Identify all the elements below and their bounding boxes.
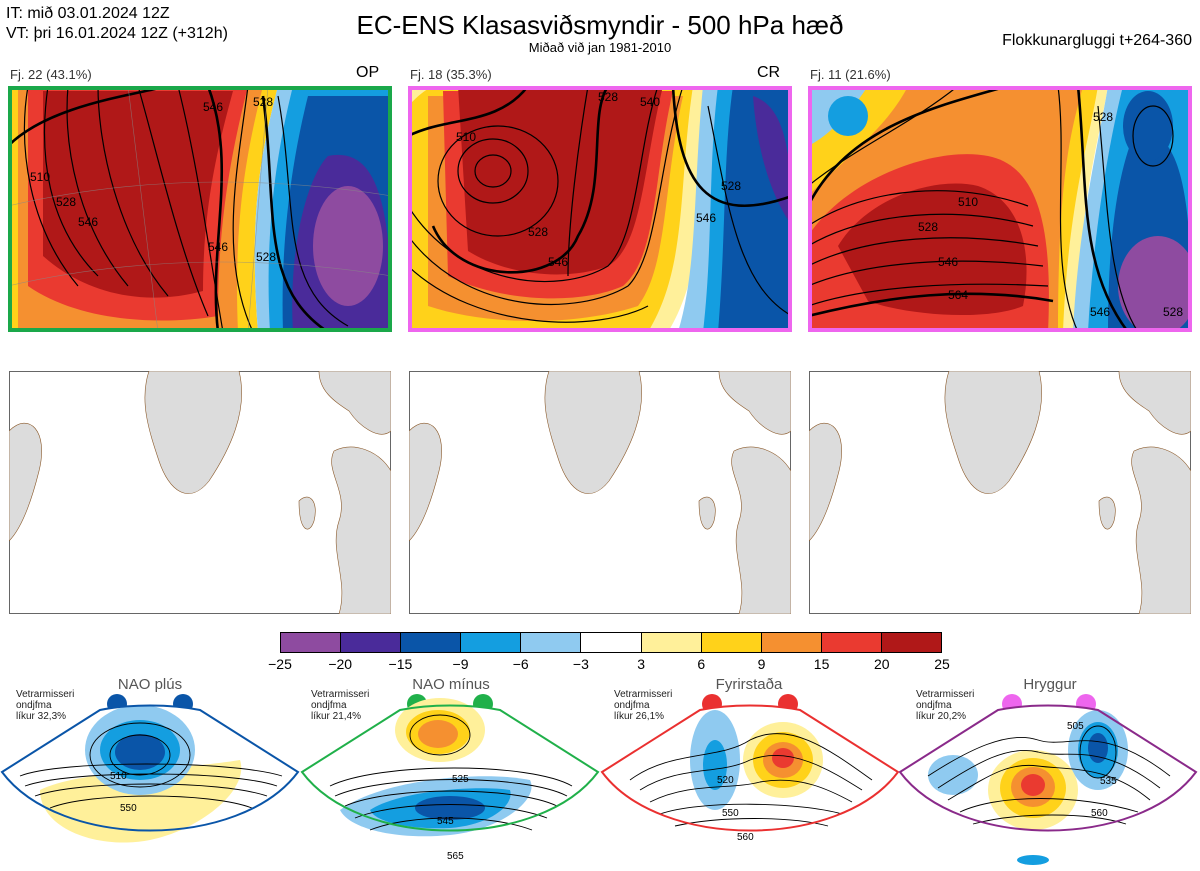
regime-3-contour: 520 [717,775,734,786]
colorbar-tick: −15 [388,656,413,672]
cluster-3-contour-g: 528 [1163,305,1183,319]
cluster-3-contour-e: 528 [1093,110,1113,124]
colorbar-tick: 9 [757,656,766,672]
regime-3-note: Vetrarmisseri ondjfma líkur 26,1% [614,689,673,722]
colorbar-tick: 3 [637,656,645,672]
colorbar-swatch [341,633,402,652]
colorbar-ticks: −25 −20 −15 −9 −6 −3 3 6 9 15 20 25 [268,656,950,674]
cluster-3-contour-c: 546 [938,255,958,269]
empty-map-3 [809,371,1191,614]
cluster-3-contour-a: 510 [958,195,978,209]
cluster-1-label: Fj. 22 (43.1%) [10,67,92,82]
colorbar-tick: −6 [512,656,529,672]
regime-4-title: Hryggur [1023,676,1077,693]
colorbar-swatch [521,633,582,652]
cluster-2-contour-d: 528 [721,179,741,193]
cluster-map-2: 510 528 546 528 546 528 540 [408,86,792,332]
colorbar-tick: −25 [268,656,292,672]
regime-3-title: Fyrirstaða [715,676,783,693]
cluster-1-contour-e: 528 [253,95,273,109]
colorbar-swatch [581,633,642,652]
cluster-1-contour-f: 546 [203,100,223,114]
cluster-3-label: Fj. 11 (21.6%) [810,67,891,82]
colorbar-swatch [821,633,882,652]
empty-map-2 [409,371,791,614]
cluster-1-tag: OP [356,64,380,81]
cluster-1-contour-a: 510 [30,170,50,184]
regime-map-nao-minus: 525 545 565 [300,694,600,862]
cluster-1-frame [8,86,392,332]
colorbar-swatch [881,633,942,652]
regime-2-contour: 565 [447,851,464,862]
cluster-1-contour-b: 528 [56,195,76,209]
cluster-2-contour-c: 546 [548,255,568,269]
colorbar-tick: −20 [328,656,353,672]
cluster-map-1: 510 528 546 546 528 546 528 [8,86,392,332]
valid-time: VT: þri 16.01.2024 12Z (+312h) [6,25,228,42]
cluster-2-label: Fj. 18 (35.3%) [410,67,492,82]
colorbar-swatch [701,633,762,652]
regime-map-blocking: 520 550 560 [600,694,900,843]
cluster-2-contour-f: 528 [528,225,548,239]
cluster-2-tag: CR [757,64,781,81]
colorbar [280,632,942,653]
header-info: IT: mið 03.01.2024 12Z VT: þri 16.01.202… [6,4,228,44]
regime-2-contour: 545 [437,816,454,827]
colorbar-tick: 15 [813,656,830,672]
regime-2-note: Vetrarmisseri ondjfma líkur 21,4% [311,689,370,722]
colorbar-swatch [761,633,822,652]
colorbar-swatch [281,633,342,652]
cluster-1-contour-c: 546 [78,215,98,229]
colorbar-tick: 6 [697,656,706,672]
cluster-1-contour-g: 528 [256,250,276,264]
page-subtitle: Miðað við jan 1981-2010 [528,40,672,55]
cluster-3-contour-f: 546 [1090,305,1110,319]
colorbar-swatch [401,633,462,652]
regime-2-title: NAO mínus [412,676,490,693]
initial-time: IT: mið 03.01.2024 12Z [6,5,170,22]
colorbar-tick: 20 [874,656,890,672]
regime-map-ridge: 505 535 560 [898,694,1198,865]
cluster-2-contour-a: 510 [456,130,476,144]
regime-4-contour: 560 [1091,808,1108,819]
regime-4-contour: 505 [1067,721,1084,732]
regime-1-contour: 510 [110,771,127,782]
cluster-2-frame [408,86,792,332]
cluster-3-contour-d: 564 [948,288,968,302]
empty-map-1 [9,371,391,614]
colorbar-swatch [641,633,702,652]
colorbar-tick: −9 [452,656,469,672]
page-title: EC-ENS Klasasviðsmyndir - 500 hPa hæð [356,10,844,40]
cluster-1-contour-d: 546 [208,240,228,254]
cluster-2-contour-b: 528 [598,90,618,104]
colorbar-swatch [461,633,522,652]
cluster-2-contour-e: 546 [696,211,716,225]
regime-4-note: Vetrarmisseri ondjfma líkur 20,2% [916,689,975,722]
colorbar-tick: −3 [572,656,589,672]
colorbar-tick: 25 [934,656,950,672]
regime-2-contour: 525 [452,774,469,785]
regime-1-note: Vetrarmisseri ondjfma líkur 32,3% [16,689,75,722]
cluster-3-contour-b: 528 [918,220,938,234]
regime-map-nao-plus: 510 550 [0,694,300,843]
regime-3-contour: 550 [722,808,739,819]
regime-3-contour: 560 [737,832,754,843]
cluster-map-3: 510 528 546 564 528 546 528 [808,86,1192,332]
cluster-2-contour-g: 540 [640,95,660,109]
regime-4-contour: 535 [1100,776,1117,787]
regime-1-title: NAO plús [117,676,183,693]
cluster-3-frame [808,86,1192,332]
classification-window: Flokkunargluggi t+264-360 [1002,32,1192,49]
regime-1-contour: 550 [120,803,137,814]
